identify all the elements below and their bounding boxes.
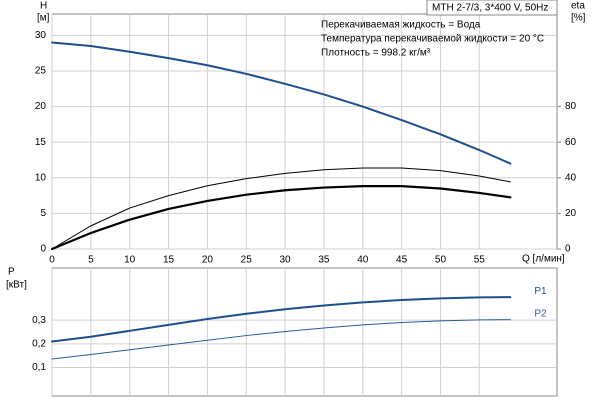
y-tick-label: 10	[35, 172, 47, 183]
y2-axis-label: eta	[571, 1, 585, 12]
series-line	[51, 41, 512, 165]
series-label: P1	[534, 286, 547, 297]
y-tick-label: 0,2	[32, 338, 46, 349]
x-tick-label: 35	[318, 255, 330, 266]
y2-tick-label: 60	[565, 137, 577, 148]
x-tick-label: 20	[202, 255, 214, 266]
y-axis-unit: [кВт]	[6, 280, 27, 291]
y-tick-label: 15	[35, 137, 47, 148]
series-line	[51, 167, 511, 250]
x-tick-label: 50	[435, 255, 447, 266]
y-tick-label: 25	[35, 66, 47, 77]
y-tick-label: 30	[35, 30, 47, 41]
y-axis-label: P	[8, 267, 15, 278]
x-tick-label: 30	[280, 255, 292, 266]
series-line	[51, 296, 512, 343]
x-tick-label: 40	[357, 255, 369, 266]
x-tick-label: 0	[49, 255, 55, 266]
x-tick-label: 5	[88, 255, 94, 266]
title-box	[426, 0, 558, 16]
chart-title: MTH 2-7/3, 3*400 V, 50Hz	[432, 3, 548, 14]
y-tick-label: 0,1	[32, 362, 46, 373]
y-tick-label: 0	[40, 244, 46, 255]
x-tick-label: 55	[474, 255, 486, 266]
x-tick-label: 15	[163, 255, 175, 266]
x-axis-label: Q [л/мин]	[522, 254, 565, 265]
x-tick-label: 25	[241, 255, 253, 266]
x-tick-label: 10	[124, 255, 136, 266]
y-tick-label: 5	[40, 208, 46, 219]
y2-tick-label: 0	[565, 244, 571, 255]
y2-tick-label: 20	[565, 208, 577, 219]
y2-tick-label: 80	[565, 101, 577, 112]
y-tick-label: 0,3	[32, 315, 46, 326]
plot-area	[51, 267, 558, 397]
y-tick-label: 20	[35, 101, 47, 112]
y2-axis-unit: [%]	[571, 13, 586, 24]
annotation: Плотность = 998.2 кг/м³	[321, 48, 431, 59]
series-label: P2	[534, 308, 547, 319]
y-axis-unit: [м]	[37, 13, 50, 24]
series-line	[50, 185, 512, 251]
y-axis-label: H	[40, 1, 47, 12]
series-line	[51, 319, 511, 360]
annotation: Перекачиваемая жидкость = Вода	[321, 20, 481, 31]
x-tick-label: 45	[396, 255, 408, 266]
y2-tick-label: 40	[565, 172, 577, 183]
annotation: Температура перекачиваемой жидкости = 20…	[321, 34, 544, 45]
